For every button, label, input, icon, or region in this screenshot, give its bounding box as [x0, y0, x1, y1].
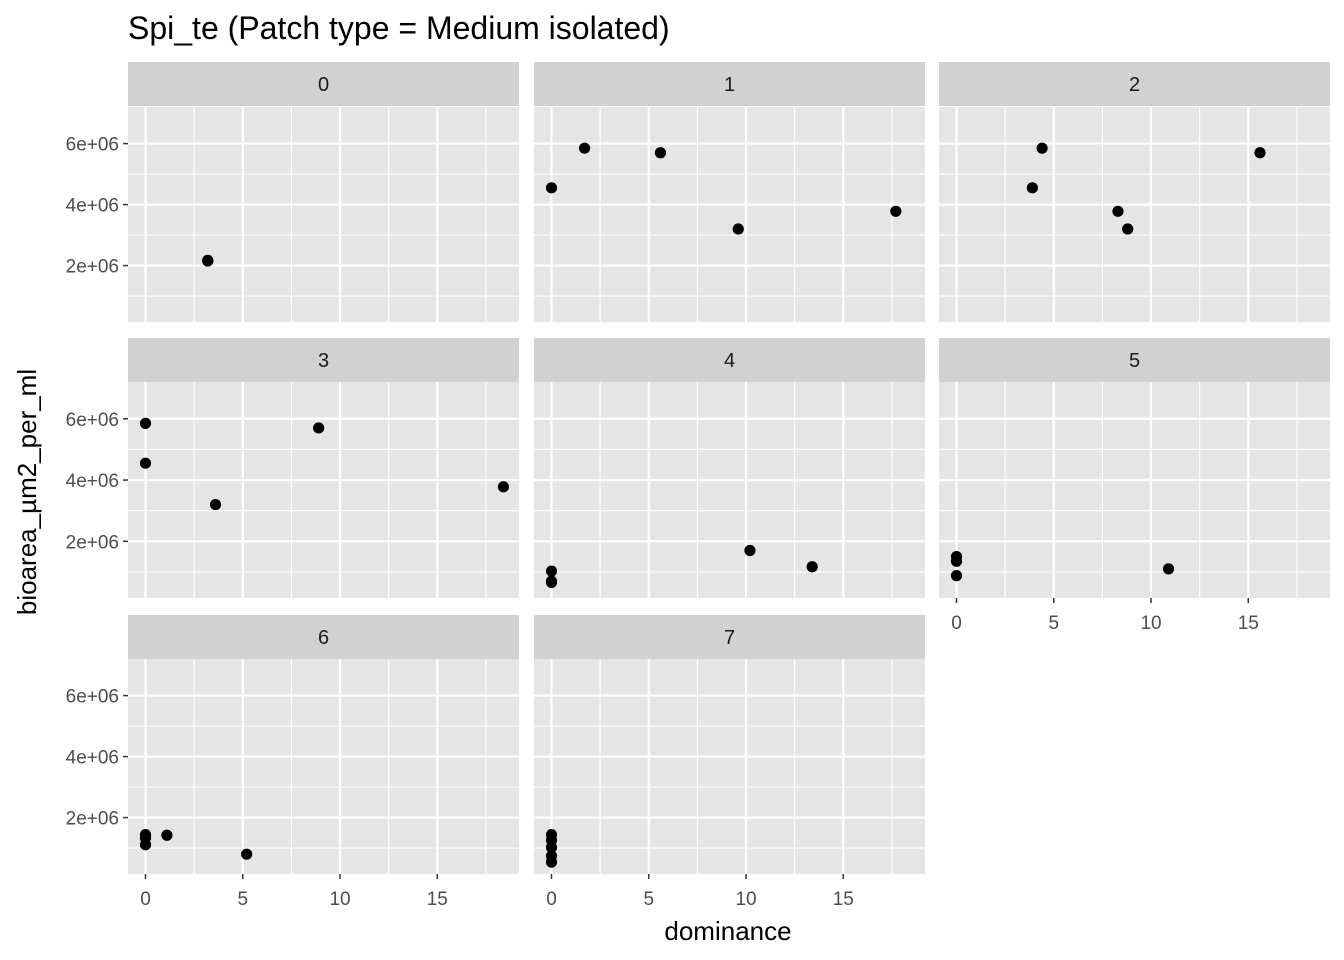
- panel-background: [128, 382, 519, 598]
- data-point: [1122, 223, 1134, 235]
- panel-background: [534, 107, 925, 322]
- data-point: [806, 561, 818, 573]
- data-point: [545, 182, 558, 194]
- facet-panel-3: 3 2e+06 4e+06 6e+06: [66, 338, 519, 598]
- data-point: [1254, 147, 1266, 159]
- facet-strip-label: 4: [724, 350, 735, 372]
- data-point: [202, 255, 214, 267]
- y-tick-label: 2e+06: [66, 257, 119, 278]
- data-point: [241, 848, 253, 860]
- facet-strip-label: 2: [1129, 74, 1140, 96]
- x-tick-label: 0: [951, 613, 962, 634]
- facet-panel-6: 6 2e+06 4e+06 6e+06 0 5 10 15: [66, 615, 519, 910]
- y-tick-label: 4e+06: [66, 471, 119, 492]
- facet-panel-4: 4: [534, 338, 925, 598]
- facet-strip: [939, 62, 1330, 106]
- panel-background: [939, 107, 1330, 322]
- y-tick-label: 6e+06: [66, 687, 119, 708]
- facet-strip: [534, 62, 925, 106]
- data-point: [1112, 205, 1124, 217]
- x-tick-label: 10: [329, 889, 350, 910]
- x-tick-label: 15: [1238, 613, 1259, 634]
- facet-panel-7: 7 0 5 10 15: [534, 615, 925, 910]
- y-tick-label: 6e+06: [66, 410, 119, 431]
- data-point: [1036, 142, 1048, 154]
- y-tick-label: 2e+06: [66, 809, 119, 830]
- x-tick-label: 5: [643, 889, 654, 910]
- data-point: [732, 223, 744, 235]
- x-tick-label: 5: [1048, 613, 1059, 634]
- facet-strip-label: 3: [318, 350, 329, 372]
- x-tick-label: 10: [735, 889, 756, 910]
- x-tick-label: 15: [833, 889, 854, 910]
- facet-strip: [128, 62, 519, 106]
- facet-strip-label: 1: [724, 74, 735, 96]
- x-tick-label: 5: [237, 889, 248, 910]
- panel-background: [534, 659, 925, 874]
- panel-background: [128, 659, 519, 874]
- facet-panels: 0 2e+06 4e+06 6e+06 1 2 3 2e+06 4e+06 6e+06 4 5 0 5 10…: [66, 62, 1330, 910]
- facet-panel-1: 1: [534, 62, 925, 322]
- panel-background: [534, 382, 925, 598]
- x-tick-label: 0: [140, 889, 151, 910]
- data-point: [139, 839, 152, 851]
- data-point: [209, 498, 222, 511]
- x-tick-label: 0: [546, 889, 557, 910]
- data-point: [545, 576, 558, 588]
- x-tick-label: 15: [427, 889, 448, 910]
- y-tick-label: 2e+06: [66, 532, 119, 553]
- facet-strip-label: 6: [318, 627, 329, 649]
- x-tick-label: 10: [1140, 613, 1161, 634]
- facet-strip: [128, 338, 519, 382]
- data-point: [578, 142, 591, 154]
- panel-background: [939, 382, 1330, 598]
- panel-background: [128, 107, 519, 322]
- y-tick-label: 6e+06: [66, 135, 119, 156]
- data-point: [313, 422, 325, 434]
- facet-panel-5: 5 0 5 10 15: [939, 338, 1330, 634]
- facet-strip-label: 7: [724, 627, 735, 649]
- facet-panel-2: 2: [939, 62, 1330, 322]
- facet-strip: [534, 615, 925, 659]
- y-tick-label: 4e+06: [66, 748, 119, 769]
- data-point: [890, 205, 902, 217]
- x-axis-title: dominance: [664, 916, 791, 946]
- data-point: [545, 841, 558, 854]
- data-point: [950, 570, 963, 582]
- data-point: [950, 555, 963, 567]
- data-point: [744, 544, 756, 557]
- facet-strip: [939, 338, 1330, 382]
- data-point: [161, 829, 173, 841]
- data-point: [139, 417, 152, 429]
- facet-panel-0: 0 2e+06 4e+06 6e+06: [66, 62, 519, 322]
- data-point: [545, 565, 558, 577]
- y-axis-title: bioarea_µm2_per_ml: [12, 369, 42, 615]
- data-point: [497, 481, 510, 493]
- chart-title: Spi_te (Patch type = Medium isolated): [128, 10, 670, 46]
- y-tick-label: 4e+06: [66, 196, 119, 217]
- data-point: [545, 856, 558, 868]
- data-point: [1026, 182, 1038, 194]
- facet-strip: [534, 338, 925, 382]
- data-point: [654, 147, 667, 159]
- facet-strip: [128, 615, 519, 659]
- data-point: [1162, 563, 1175, 575]
- facet-strip-label: 0: [318, 74, 329, 96]
- facet-strip-label: 5: [1129, 350, 1140, 372]
- data-point: [139, 457, 152, 469]
